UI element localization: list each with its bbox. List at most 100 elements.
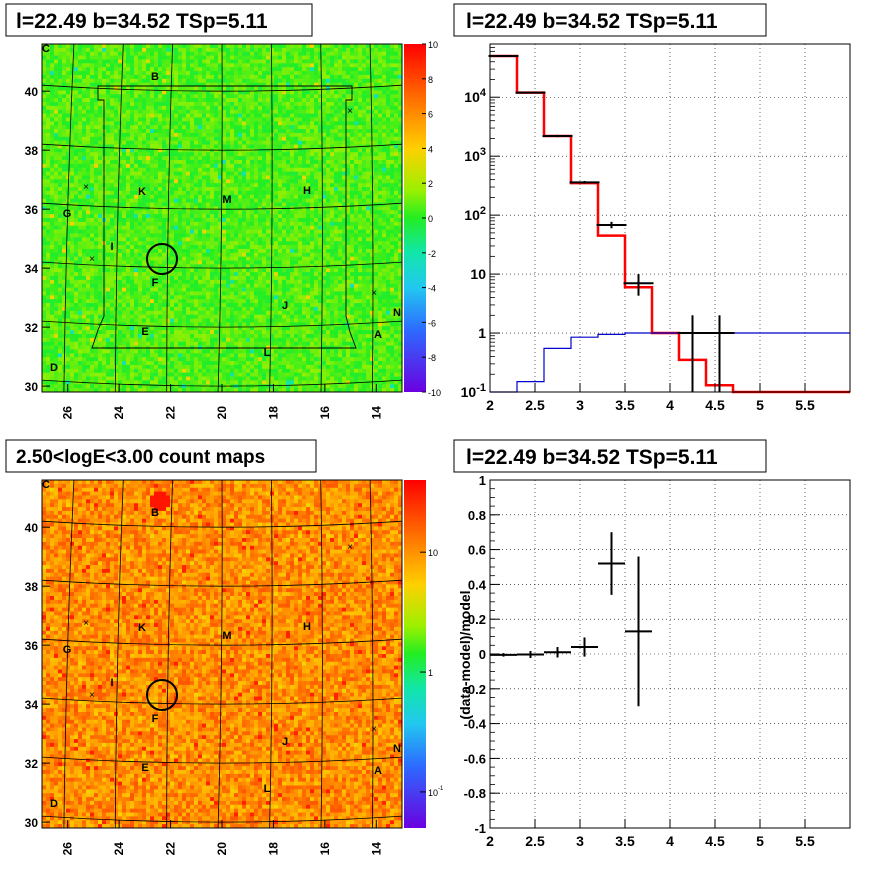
heatmap-cell — [262, 179, 267, 184]
heatmap-cell — [154, 163, 159, 169]
heatmap-cell — [62, 152, 67, 157]
heatmap-cell — [46, 183, 51, 188]
heatmap-cell — [214, 214, 219, 219]
heatmap-cell — [234, 74, 239, 80]
heatmap-cell — [54, 67, 59, 72]
heatmap-cell — [254, 117, 259, 122]
heatmap-cell — [74, 144, 79, 149]
heatmap-cell — [234, 132, 239, 138]
heatmap-cell — [134, 187, 139, 192]
heatmap-cell — [138, 94, 143, 99]
heatmap-cell — [70, 268, 75, 273]
heatmap-cell — [138, 330, 143, 335]
heatmap-cell — [94, 364, 99, 370]
heatmap-cell — [158, 353, 163, 358]
heatmap-cell — [58, 318, 63, 323]
heatmap-cell — [62, 210, 67, 215]
heatmap-cell — [102, 334, 107, 339]
heatmap-cell — [210, 190, 215, 196]
heatmap-cell — [46, 291, 51, 296]
heatmap-cell — [194, 187, 199, 192]
heatmap-cell — [210, 86, 215, 91]
heatmap-cell — [234, 44, 239, 49]
heatmap-cell — [58, 337, 63, 343]
heatmap-cell — [138, 291, 143, 296]
heatmap-cell — [94, 229, 99, 234]
heatmap-cell — [54, 125, 59, 130]
heatmap-cell — [142, 252, 147, 258]
heatmap-cell — [70, 229, 75, 234]
heatmap-cell — [182, 364, 187, 370]
heatmap-cell — [222, 183, 227, 188]
heatmap-cell — [58, 264, 63, 269]
heatmap-cell — [250, 59, 255, 64]
heatmap-cell — [58, 295, 63, 300]
heatmap-cell — [82, 190, 87, 196]
heatmap-cell — [230, 314, 235, 319]
heatmap-cell — [214, 175, 219, 180]
heatmap-cell — [50, 279, 55, 285]
heatmap-cell — [234, 167, 239, 172]
heatmap-cell — [198, 283, 203, 288]
heatmap-cell — [254, 303, 259, 308]
heatmap-cell — [94, 71, 99, 76]
heatmap-cell — [94, 233, 99, 238]
heatmap-cell — [158, 314, 163, 319]
heatmap-cell — [198, 98, 203, 103]
heatmap-cell — [162, 314, 167, 319]
heatmap-cell — [42, 202, 47, 207]
heatmap-cell — [158, 291, 163, 296]
heatmap-cell — [90, 353, 95, 358]
heatmap-cell — [106, 299, 111, 304]
heatmap-cell — [78, 160, 83, 165]
heatmap-cell — [210, 322, 215, 327]
heatmap-cell — [118, 152, 123, 157]
heatmap-cell — [94, 198, 99, 203]
heatmap-cell — [62, 63, 67, 68]
heatmap-cell — [58, 117, 63, 122]
heatmap-cell — [42, 376, 47, 381]
heatmap-cell — [74, 372, 79, 377]
heatmap-cell — [98, 59, 103, 64]
heatmap-cell — [106, 94, 111, 99]
heatmap-cell — [106, 283, 111, 288]
heatmap-cell — [86, 337, 91, 343]
heatmap-cell — [186, 272, 191, 277]
heatmap-cell — [70, 175, 75, 180]
heatmap-cell — [186, 337, 191, 343]
heatmap-cell — [230, 225, 235, 230]
heatmap-cell — [134, 388, 139, 393]
heatmap-cell — [50, 194, 55, 200]
heatmap-cell — [134, 283, 139, 288]
heatmap-cell — [118, 63, 123, 68]
heatmap-cell — [66, 63, 71, 68]
heatmap-cell — [138, 129, 143, 134]
heatmap-cell — [218, 334, 223, 339]
heatmap-cell — [90, 361, 95, 366]
heatmap-cell — [162, 299, 167, 304]
heatmap-cell — [230, 179, 235, 184]
heatmap-cell — [162, 132, 167, 138]
heatmap-cell — [190, 376, 195, 381]
heatmap-cell — [178, 202, 183, 207]
heatmap-cell — [182, 59, 187, 64]
heatmap-cell — [154, 341, 159, 346]
heatmap-cell — [142, 187, 147, 192]
heatmap-cell — [262, 125, 267, 130]
heatmap-cell — [210, 113, 215, 118]
heatmap-cell — [186, 194, 191, 200]
heatmap-cell — [222, 272, 227, 277]
heatmap-cell — [78, 303, 83, 308]
heatmap-cell — [170, 225, 175, 230]
heatmap-cell — [150, 380, 155, 385]
heatmap-cell — [50, 357, 55, 362]
heatmap-cell — [46, 306, 51, 312]
heatmap-cell — [66, 287, 71, 292]
heatmap-cell — [58, 283, 63, 288]
heatmap-cell — [142, 144, 147, 149]
heatmap-cell — [90, 233, 95, 238]
heatmap-cell — [218, 187, 223, 192]
heatmap-cell — [58, 206, 63, 211]
heatmap-cell — [202, 330, 207, 335]
heatmap-cell — [66, 252, 71, 258]
